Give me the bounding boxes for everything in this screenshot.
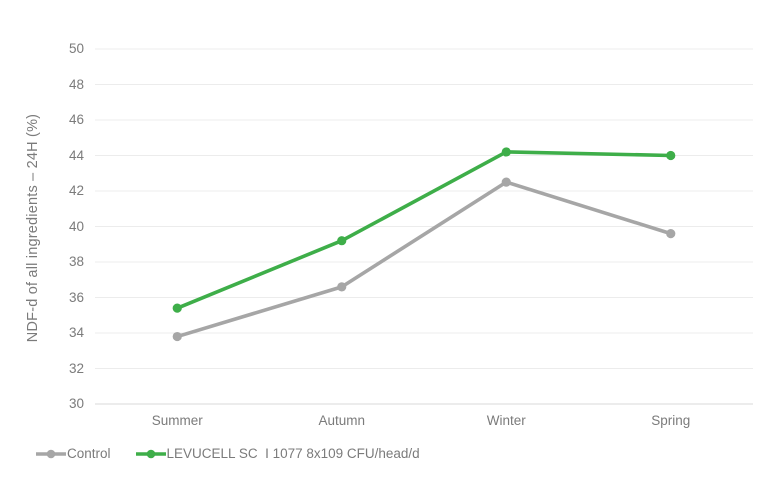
- series-line-levucell-sc-i-1077-8x109-cfu-head-d: [175, 150, 673, 310]
- data-point-control-spring: [666, 229, 676, 239]
- data-point-levucell-sc-i-1077-8x109-cfu-head-d-autumn: [337, 236, 347, 246]
- x-tick-label-winter: Winter: [486, 413, 526, 428]
- legend-label: Control: [67, 446, 111, 461]
- legend: Control LEVUCELL SC I 1077 8x109 CFU/head…: [36, 446, 420, 461]
- data-point-levucell-sc-i-1077-8x109-cfu-head-d-spring: [666, 150, 676, 161]
- y-tick-label: 30: [68, 396, 84, 411]
- y-tick-label: 50: [68, 41, 84, 56]
- legend-item-levucell-sc-i-1077-8x109-cfu-head-d: LEVUCELL SC I 1077 8x109 CFU/head/d: [135, 446, 420, 461]
- data-point-levucell-sc-i-1077-8x109-cfu-head-d-winter: [501, 147, 511, 157]
- x-tick-label-autumn: Autumn: [318, 413, 366, 428]
- y-tick-label: 46: [68, 112, 84, 127]
- y-tick-label: 44: [68, 147, 84, 163]
- series-line-control: [175, 180, 673, 339]
- y-tick-label: 48: [68, 76, 84, 92]
- x-tick-label-summer: Summer: [151, 413, 203, 428]
- legend-label: LEVUCELL SC I 1077 8x109 CFU/head/d: [166, 446, 420, 461]
- y-tick-label: 32: [68, 360, 84, 376]
- y-tick-label: 40: [68, 218, 84, 234]
- legend-marker-icon: [135, 449, 166, 458]
- y-tick-label: 36: [68, 289, 84, 305]
- y-tick-label: 38: [68, 254, 84, 269]
- data-point-levucell-sc-i-1077-8x109-cfu-head-d-summer: [172, 303, 182, 313]
- y-tick-label: 34: [68, 325, 84, 340]
- x-tick-label-spring: Spring: [651, 413, 691, 428]
- legend-marker-icon: [36, 449, 66, 458]
- data-point-control-winter: [501, 177, 511, 187]
- data-point-control-autumn: [337, 282, 347, 292]
- y-tick-label: 42: [68, 183, 84, 198]
- data-point-control-summer: [172, 331, 182, 342]
- legend-item-control: Control: [36, 446, 111, 461]
